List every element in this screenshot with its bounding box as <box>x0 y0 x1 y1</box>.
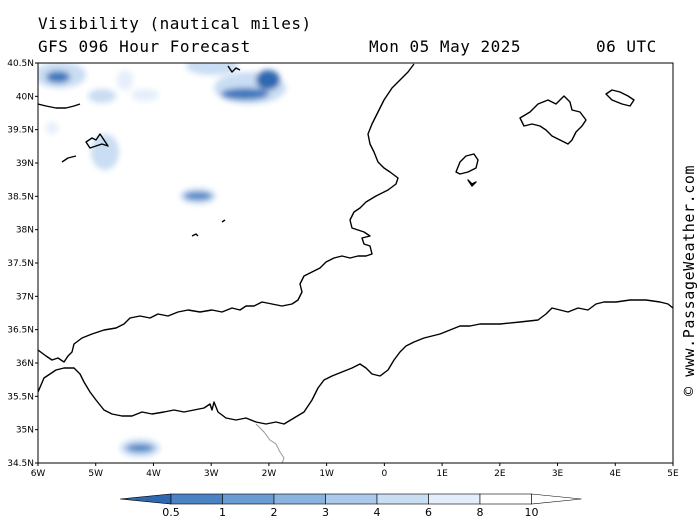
legend-swatch <box>170 493 223 505</box>
visibility-patches <box>38 63 286 457</box>
latitude-axis: 40.5N 40N 39.5N 39N 38.5N 38N 37.5N 37N 36.5N 36N… <box>7 59 38 469</box>
lon-tick-label: 3W <box>204 469 219 479</box>
longitude-axis: 6W 5W 4W 3W 2W 1W 0 1E 2E 3E 4E 5E <box>31 463 679 479</box>
lat-tick-label: 37N <box>16 292 34 302</box>
legend-arrow-high <box>531 493 582 505</box>
legend-arrow-low <box>119 493 172 505</box>
legend-swatch <box>376 493 429 505</box>
legend-label: 0.5 <box>162 506 180 519</box>
map-frame <box>37 62 674 464</box>
coastlines <box>38 63 673 425</box>
forecast-time: 06 UTC <box>596 37 657 56</box>
lon-tick-label: 2E <box>494 469 506 479</box>
lat-tick-label: 35N <box>16 426 34 436</box>
legend-label: 2 <box>271 506 278 519</box>
legend-label: 8 <box>477 506 484 519</box>
legend-label: 10 <box>525 506 539 519</box>
lon-tick-label: 4W <box>146 469 161 479</box>
legend-label: 1 <box>219 506 226 519</box>
lon-tick-label: 4E <box>610 469 622 479</box>
forecast-date: Mon 05 May 2025 <box>369 37 521 56</box>
lon-tick-label: 0 <box>381 469 387 479</box>
lat-tick-label: 39N <box>16 159 34 169</box>
legend-label: 3 <box>322 506 329 519</box>
lon-tick-label: 3E <box>552 469 564 479</box>
border-line <box>255 423 285 463</box>
lat-tick-label: 34.5N <box>7 459 34 469</box>
lat-tick-label: 38.5N <box>7 192 34 202</box>
lat-tick-label: 38N <box>16 226 34 236</box>
lon-tick-label: 6W <box>31 469 46 479</box>
lat-tick-label: 36N <box>16 359 34 369</box>
legend-swatch <box>325 493 378 505</box>
lon-tick-label: 5W <box>88 469 103 479</box>
lon-tick-label: 1E <box>436 469 448 479</box>
chart-title: Visibility (nautical miles) <box>38 14 312 33</box>
legend-label: 4 <box>374 506 381 519</box>
forecast-subtitle: GFS 096 Hour Forecast <box>38 37 251 56</box>
legend-swatch <box>273 493 326 505</box>
legend-swatch <box>222 493 275 505</box>
legend-label: 6 <box>425 506 432 519</box>
lon-tick-label: 5E <box>667 469 679 479</box>
lon-tick-label: 1W <box>319 469 334 479</box>
visibility-legend: 0.5 1 2 3 4 6 8 10 <box>119 493 582 519</box>
legend-swatch <box>479 493 532 505</box>
lat-tick-label: 36.5N <box>7 326 34 336</box>
lat-tick-label: 37.5N <box>7 259 34 269</box>
lat-tick-label: 40N <box>16 92 34 102</box>
lat-tick-label: 39.5N <box>7 126 34 136</box>
lat-tick-label: 40.5N <box>7 59 34 69</box>
legend-swatch <box>428 493 481 505</box>
lat-tick-label: 35.5N <box>7 392 34 402</box>
lon-tick-label: 2W <box>262 469 277 479</box>
